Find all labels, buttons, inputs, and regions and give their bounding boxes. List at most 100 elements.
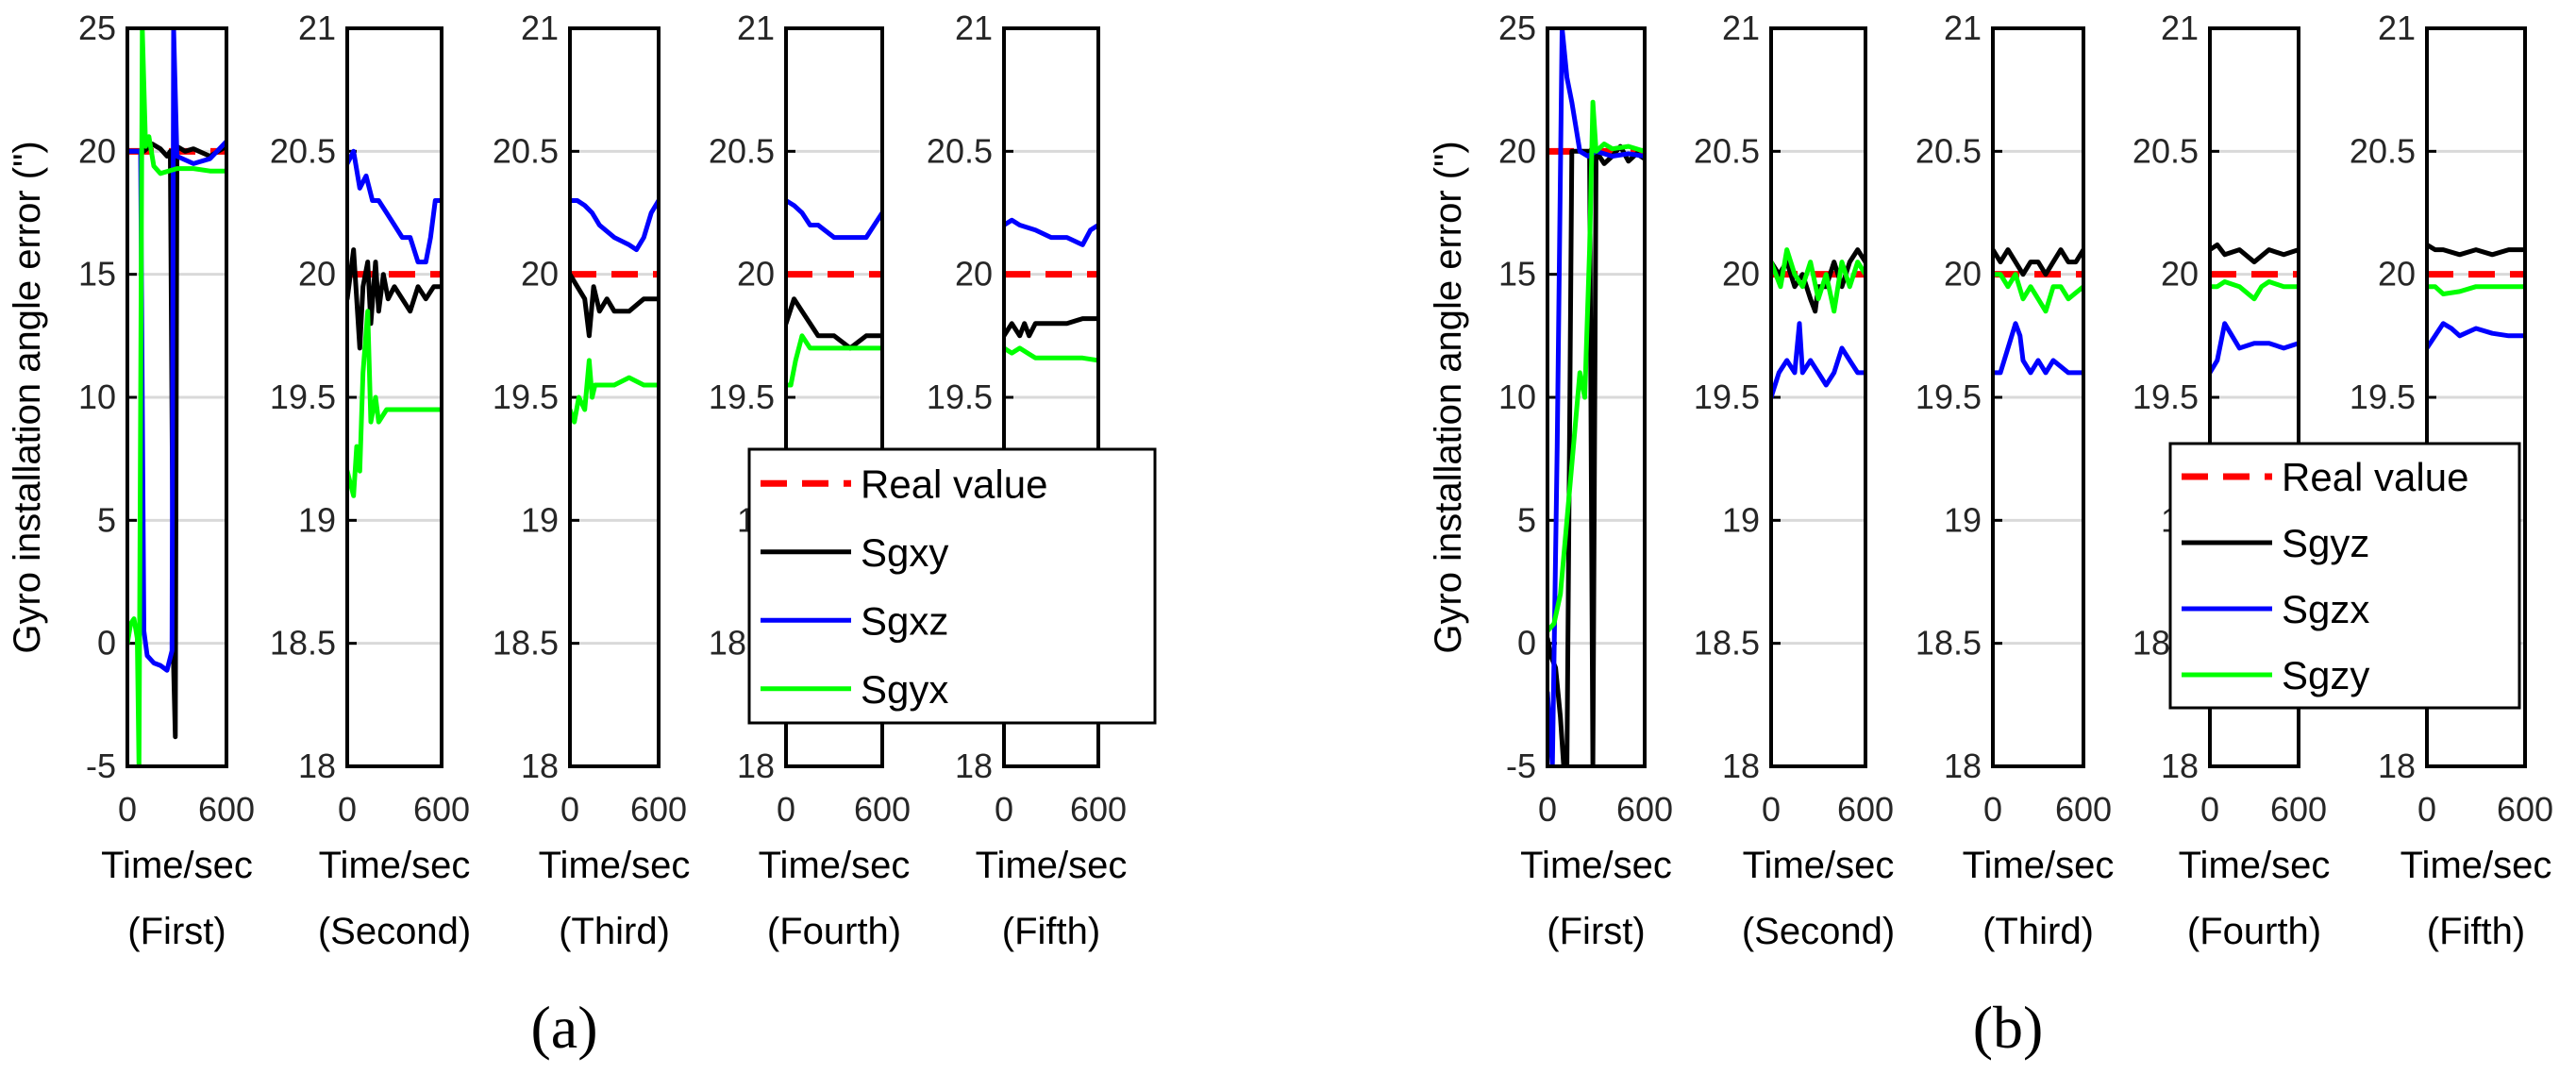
chart-b-second-xtick-label: 0 (1762, 790, 1781, 829)
chart-a-first-ytick-label: -5 (86, 747, 116, 785)
chart-b-third-xtick-label: 600 (2055, 790, 2112, 829)
chart-a-fifth-ytick-label: 19.5 (927, 378, 993, 416)
chart-b-first-ytick-label: 10 (1498, 378, 1536, 416)
chart-b-fourth-ytick-label: 19.5 (2133, 378, 2199, 416)
chart-a-fifth-xtick-label: 600 (1070, 790, 1127, 829)
chart-a-fifth-ytick-label: 21 (955, 8, 993, 47)
chart-b-first-frame (1546, 26, 1647, 768)
chart-b-legend: Real value Sgyz Sgzx Sgzy (2168, 442, 2521, 710)
chart-b-first-xtick-label: 600 (1616, 790, 1673, 829)
chart-a-third-xtick-label: 600 (630, 790, 687, 829)
chart-b-legend-real-value-label: Real value (2282, 455, 2468, 499)
chart-b-fifth-ytick-label: 18 (2378, 747, 2416, 785)
chart-a-fourth-ytick-label: 19.5 (709, 378, 775, 416)
chart-b-first-ytick-label: 25 (1498, 8, 1536, 47)
chart-b-third-ytick-label: 20 (1944, 255, 1982, 294)
chart-b-third-series-sgzy (1993, 272, 2083, 314)
chart-b-second-xtick-label: 600 (1837, 790, 1894, 829)
chart-a-second-xtick-label: 600 (413, 790, 470, 829)
chart-b-third-xlabel: Time/sec (1963, 845, 2115, 886)
chart-a-fifth-caption: (Fifth) (1002, 911, 1100, 952)
chart-a-sublabel: (a) (530, 994, 597, 1061)
chart-a-first-ytick-label: 10 (78, 378, 116, 416)
chart-b-first-ytick-label: -5 (1506, 747, 1536, 785)
chart-a-first-frame (125, 26, 228, 768)
chart-a-third-ytick-label: 18 (521, 747, 559, 785)
chart-b-fifth-xlabel: Time/sec (2400, 845, 2552, 886)
chart-b-second-ytick-label: 20 (1722, 255, 1760, 294)
chart-b-legend-sgzx-label: Sgzx (2282, 587, 2369, 631)
chart-a-fourth-caption: (Fourth) (767, 911, 901, 952)
chart-b-first-ytick-label: 20 (1498, 131, 1536, 170)
chart-b-second-ytick-label: 19 (1722, 500, 1760, 539)
chart-a-first-ytick-label: 15 (78, 255, 116, 294)
chart-b-third-ytick-label: 19 (1944, 500, 1982, 539)
chart-b-first-ytick-label: 5 (1517, 500, 1536, 539)
chart-a-first-ytick-label: 5 (97, 500, 116, 539)
chart-a-fourth-series-sgxy (786, 296, 882, 351)
chart-a-legend-sgyx-label: Sgyx (861, 667, 948, 712)
chart-a-fourth-ytick-label: 20 (737, 255, 775, 294)
chart-a-fourth-ytick-label: 20.5 (709, 131, 775, 170)
chart-b-third-panel: 18 18.5 19 19.5 20 20.5 21 0 600 Time/sec (Third) (1915, 8, 2114, 952)
chart-a-third-xlabel: Time/sec (539, 845, 691, 886)
chart-a-fifth-ytick-label: 20 (955, 255, 993, 294)
chart-b-fifth-ytick-label: 20 (2378, 255, 2416, 294)
chart-a-legend-sgxy-label: Sgxy (861, 530, 948, 575)
chart-a-second-frame (345, 26, 443, 768)
chart-b-first-xtick-label: 0 (1538, 790, 1557, 829)
chart-b-second-panel: 18 18.5 19 19.5 20 20.5 21 0 600 Time/sec (Second) (1694, 8, 1895, 952)
chart-b-first-ytick-label: 15 (1498, 255, 1536, 294)
chart-b-second-ytick-label: 21 (1722, 8, 1760, 47)
chart-b-fourth-series-sgzy (2210, 279, 2299, 302)
chart-b-sublabel: (b) (1973, 994, 2044, 1061)
chart-b-second-ytick-label: 18.5 (1694, 624, 1760, 663)
chart-a-second-ytick-label: 20.5 (270, 131, 336, 170)
chart-b-fifth-series-sgzx (2427, 321, 2525, 351)
chart-a-legend-sgxz-label: Sgxz (861, 598, 948, 643)
chart-b-third-ytick-label: 19.5 (1915, 378, 1982, 416)
chart-a-third-frame (568, 26, 661, 768)
chart-a-legend-real-value-label: Real value (861, 461, 1047, 506)
chart-a-first-xtick-label: 0 (118, 790, 137, 829)
chart-a-first-xlabel: Time/sec (101, 845, 253, 886)
chart-a-first-ytick-label: 20 (78, 131, 116, 170)
chart-b-first-xlabel: Time/sec (1520, 845, 1672, 886)
chart-a-second-ytick-label: 19.5 (270, 378, 336, 416)
chart-b-second-xlabel: Time/sec (1743, 845, 1895, 886)
chart-a-second-series-sgyx (347, 309, 442, 498)
chart-a-third-ytick-label: 20 (521, 255, 559, 294)
chart-a-third-series-sgxy (570, 272, 659, 339)
chart-a-second-series-sgxy (347, 247, 442, 351)
chart-a-first-ytick-label: 25 (78, 8, 116, 47)
chart-a-fifth-series-sgxy (1004, 316, 1098, 339)
chart-a-ylabel: Gyro installation angle error (") (7, 141, 48, 653)
chart-b-fifth-frame (2425, 26, 2527, 768)
chart-a-second-series-sgxz (347, 148, 442, 265)
chart-a-third-series-sgyx (570, 358, 659, 425)
chart-b-legend-box (2168, 442, 2521, 710)
chart-b-fifth-ytick-label: 21 (2378, 8, 2416, 47)
chart-b-third-ytick-label: 20.5 (1915, 131, 1982, 170)
chart-a-fifth-xlabel: Time/sec (976, 845, 1128, 886)
chart-b-second-ytick-label: 18 (1722, 747, 1760, 785)
chart-a-second-ytick-label: 19 (298, 500, 336, 539)
chart-a-first-ytick-label: 0 (97, 624, 116, 663)
chart-b-fourth-xlabel: Time/sec (2179, 845, 2331, 886)
chart-b-fifth-series-sgyz (2427, 242, 2525, 258)
chart-a-second-caption: (Second) (318, 911, 471, 952)
chart-a-fourth-series-sgxz (786, 198, 882, 241)
chart-a-fifth-series-sgyx (1004, 345, 1098, 363)
chart-b-first-series-sgzy (1547, 99, 1645, 634)
chart-b-second-ytick-label: 20.5 (1694, 131, 1760, 170)
chart-b-first-caption: (First) (1547, 911, 1645, 952)
chart-b-second-series-sgzx (1771, 321, 1865, 400)
chart-b-fifth-caption: (Fifth) (2427, 911, 2525, 952)
chart-a-third-panel: 18 18.5 19 19.5 20 20.5 21 0 600 Time/sec (Third) (493, 8, 690, 952)
chart-a-third-ytick-label: 19 (521, 500, 559, 539)
chart-a-third-caption: (Third) (559, 911, 670, 952)
chart-b-fourth-ytick-label: 21 (2161, 8, 2199, 47)
